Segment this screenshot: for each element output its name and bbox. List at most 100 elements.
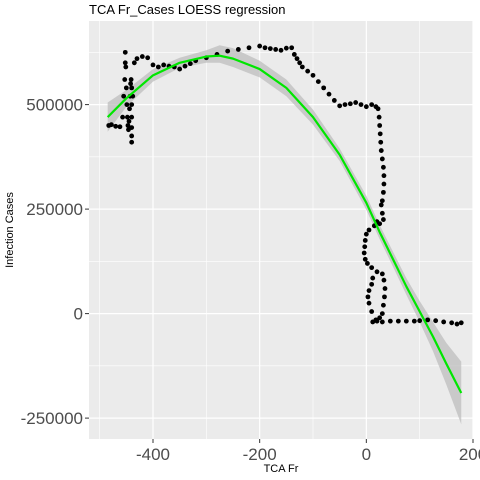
data-point	[127, 106, 132, 112]
data-point	[377, 315, 383, 321]
data-point	[363, 231, 369, 237]
data-point	[122, 77, 128, 82]
data-point	[381, 217, 386, 222]
data-points	[106, 43, 464, 327]
data-point	[129, 125, 135, 130]
data-point	[139, 54, 145, 59]
data-point	[289, 45, 295, 51]
data-point	[381, 277, 387, 283]
data-point	[382, 286, 388, 291]
data-point	[454, 321, 460, 327]
data-point	[403, 318, 409, 324]
data-point	[134, 56, 140, 62]
data-point	[122, 60, 128, 66]
data-point	[129, 85, 135, 91]
chart-title: TCA Fr_Cases LOESS regression	[89, 2, 286, 17]
data-point	[382, 294, 387, 300]
x-tick-label: 0	[362, 445, 371, 464]
data-point	[294, 56, 300, 62]
data-point	[121, 93, 127, 99]
data-point	[369, 102, 375, 107]
x-tick-label: -200	[243, 445, 277, 464]
data-point	[125, 114, 130, 120]
data-point	[129, 102, 135, 107]
data-point	[362, 238, 368, 243]
data-point	[375, 106, 381, 112]
data-point	[378, 202, 384, 208]
data-point	[267, 46, 273, 51]
x-tick-label: -400	[136, 445, 170, 464]
data-point	[381, 302, 386, 308]
data-point	[374, 318, 380, 324]
data-point	[411, 318, 417, 324]
data-point	[257, 43, 263, 49]
x-tick-label: 200	[459, 445, 480, 464]
data-point	[365, 294, 371, 300]
data-point	[381, 164, 386, 170]
data-point	[129, 114, 135, 120]
data-point	[283, 45, 289, 51]
data-point	[369, 265, 375, 271]
data-point	[378, 139, 384, 145]
data-point	[129, 133, 135, 139]
data-point	[305, 68, 311, 74]
data-point	[337, 103, 343, 109]
y-axis-title: Infection Cases	[4, 192, 16, 268]
data-point	[182, 63, 188, 69]
data-point	[321, 85, 327, 91]
grid	[89, 21, 474, 439]
data-point	[326, 91, 332, 97]
data-point	[161, 62, 167, 68]
y-tick-label: 250000	[26, 200, 83, 219]
data-point	[155, 64, 161, 70]
data-point	[366, 227, 372, 233]
data-point	[131, 60, 137, 66]
loess-fit-line	[106, 54, 463, 394]
data-point	[433, 318, 439, 324]
data-point	[387, 318, 393, 324]
data-point	[273, 47, 279, 52]
y-tick-label: 0	[74, 305, 83, 324]
data-point	[124, 102, 130, 107]
axis-ticks: -400 -200 0 200 -250000 0 250000 500000	[21, 96, 480, 464]
data-point	[128, 77, 134, 82]
data-point	[377, 131, 383, 137]
data-point	[117, 124, 123, 130]
data-point	[225, 48, 231, 54]
data-point	[122, 49, 128, 55]
data-point	[331, 98, 337, 103]
data-point	[369, 281, 375, 287]
data-point	[366, 288, 372, 294]
data-point	[315, 79, 321, 85]
data-point	[129, 139, 135, 145]
data-point	[150, 62, 156, 68]
data-point	[235, 47, 241, 52]
data-point	[379, 311, 385, 316]
data-point	[246, 45, 252, 51]
data-point	[379, 210, 385, 216]
data-point	[126, 118, 132, 124]
data-point	[361, 250, 367, 256]
data-point	[123, 64, 129, 70]
data-point	[381, 189, 386, 195]
data-point	[441, 319, 447, 325]
data-point	[123, 85, 129, 91]
data-point	[365, 261, 370, 266]
data-point	[278, 47, 284, 53]
data-point	[342, 102, 348, 107]
data-point	[363, 104, 369, 110]
data-point	[187, 61, 193, 67]
data-point	[353, 100, 359, 105]
loess-fit	[106, 54, 463, 394]
data-point	[374, 269, 380, 275]
data-point	[449, 320, 455, 326]
data-point	[379, 156, 385, 162]
data-point	[458, 320, 464, 326]
y-tick-label: -250000	[21, 409, 83, 428]
data-point	[370, 275, 376, 281]
data-point	[347, 101, 353, 107]
data-point	[395, 318, 401, 324]
data-point	[297, 60, 303, 66]
data-point	[369, 309, 375, 314]
data-point	[291, 52, 297, 57]
